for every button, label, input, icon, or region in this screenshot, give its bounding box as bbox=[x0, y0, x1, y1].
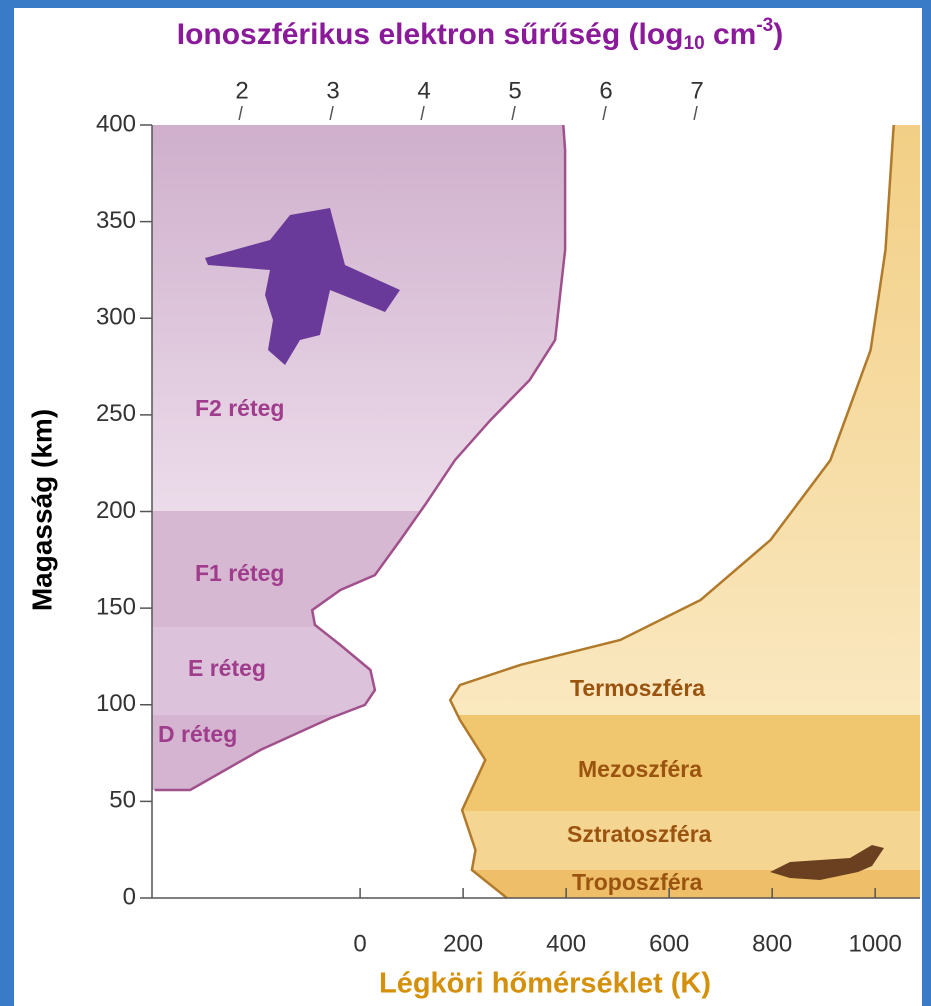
y-tick-label: 400 bbox=[96, 110, 136, 137]
layer-label: Mezoszféra bbox=[578, 756, 702, 782]
layer-label: F2 réteg bbox=[195, 395, 284, 421]
x-tick-label: 600 bbox=[649, 930, 689, 957]
x2-tick-label: 2 bbox=[235, 77, 248, 104]
top-axis-label: Ionoszférikus elektron sűrűség (log10 cm… bbox=[177, 15, 784, 54]
y-tick-label: 50 bbox=[109, 787, 136, 814]
airplane-icon bbox=[770, 845, 884, 880]
layer-label: Sztratoszféra bbox=[567, 821, 712, 847]
label-part: Ionoszférikus elektron sűrűség (log bbox=[177, 18, 684, 51]
x-axis-label: Légköri hőmérséklet (K) bbox=[379, 968, 711, 1000]
x-tick-label: 200 bbox=[443, 930, 483, 957]
x2-tick-label: 4 bbox=[417, 77, 430, 104]
x2-tick bbox=[602, 105, 607, 121]
y-tick-label: 250 bbox=[96, 400, 136, 427]
y-tick-label: 100 bbox=[96, 690, 136, 717]
label-part: cm bbox=[705, 18, 757, 51]
x2-tick bbox=[511, 105, 516, 121]
y-tick-label: 0 bbox=[123, 883, 136, 910]
satellite-icon bbox=[205, 208, 400, 365]
layer-label: F1 réteg bbox=[195, 560, 284, 586]
layer-label: Termoszféra bbox=[570, 675, 705, 701]
x2-tick bbox=[329, 105, 334, 121]
x-tick-label: 1000 bbox=[848, 930, 901, 957]
x2-tick-label: 7 bbox=[690, 77, 703, 104]
x-tick-label: 0 bbox=[353, 930, 366, 957]
y-tick-label: 150 bbox=[96, 593, 136, 620]
label-part: -3 bbox=[756, 15, 773, 36]
label-part: 10 bbox=[684, 33, 705, 54]
x-tick-label: 800 bbox=[752, 930, 792, 957]
y-axis-label: Magasság (km) bbox=[26, 409, 57, 611]
x2-tick bbox=[420, 105, 425, 121]
x2-tick bbox=[693, 105, 698, 121]
x2-tick-label: 3 bbox=[326, 77, 339, 104]
profile-line bbox=[448, 124, 895, 899]
profile-line bbox=[154, 124, 567, 792]
label-part: ) bbox=[773, 18, 783, 51]
x2-tick-label: 5 bbox=[508, 77, 521, 104]
layer-label: E réteg bbox=[188, 655, 266, 681]
x2-tick-label: 6 bbox=[599, 77, 612, 104]
x-tick-label: 400 bbox=[546, 930, 586, 957]
y-tick-label: 200 bbox=[96, 497, 136, 524]
layer-label: Troposzféra bbox=[572, 869, 703, 895]
band bbox=[450, 715, 920, 811]
layer-label: D réteg bbox=[158, 721, 237, 747]
y-tick-label: 300 bbox=[96, 304, 136, 331]
y-tick-label: 350 bbox=[96, 207, 136, 234]
x2-tick bbox=[238, 105, 243, 121]
